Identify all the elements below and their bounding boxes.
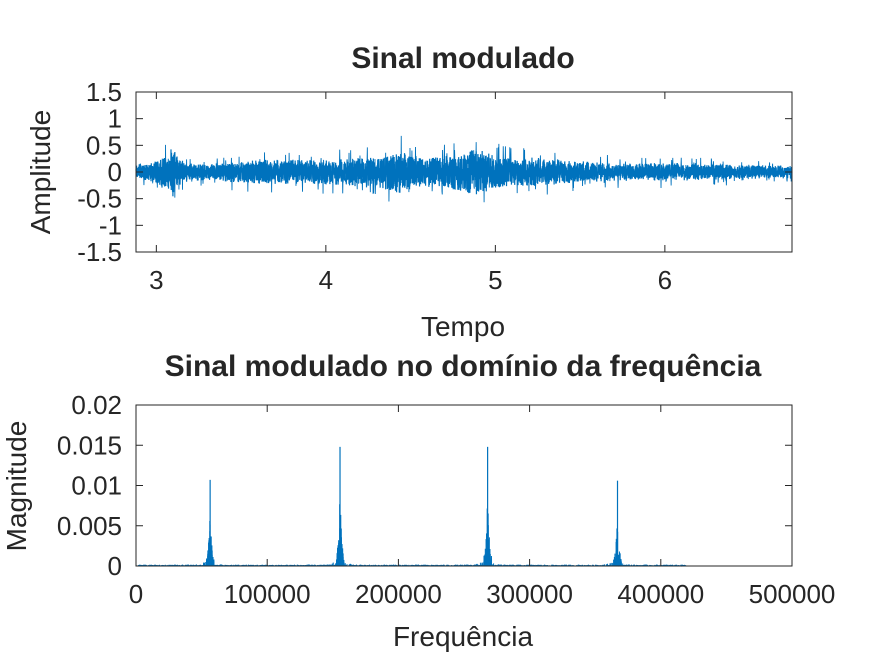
x-axis-ticks: 3 4 5 6 [149,92,672,295]
y-tick-label: 0.5 [86,130,122,160]
time-domain-chart: Sinal modulado 1.510.50-0.5-1-1.5 3 4 5 6 T… [25,42,793,342]
y-tick-label: 0.01 [71,471,122,501]
x-tick-label: 300000 [486,579,573,609]
chart-title: Sinal modulado [351,42,574,75]
y-tick-label: -1.5 [77,237,122,267]
spectrum-plot [135,446,792,567]
plot-frame [135,404,793,567]
y-tick-label: -1 [99,210,122,240]
y-tick-label: 0.015 [57,430,122,460]
frequency-domain-chart: Sinal modulado no domínio da frequência … [1,350,835,652]
x-axis-ticks: 0 100000 200000 300000 400000 500000 [129,405,836,609]
y-tick-label: 0.005 [57,511,122,541]
y-tick-label: 0.02 [71,390,122,420]
y-axis-label: Magnitude [1,421,32,552]
time-signal-plot [135,135,793,203]
y-tick-label: 0 [108,551,122,581]
y-axis-ticks: 0.02 0.015 0.01 0.005 0 [57,390,792,581]
x-tick-label: 3 [149,265,163,295]
x-axis-label: Tempo [421,311,505,342]
x-tick-label: 0 [129,579,143,609]
x-tick-label: 400000 [617,579,704,609]
y-axis-label: Amplitude [25,110,56,235]
x-tick-label: 100000 [224,579,311,609]
x-tick-label: 500000 [749,579,836,609]
spectrum-peak [325,446,355,566]
y-tick-label: 1.5 [86,77,122,107]
x-axis-label: Frequência [393,621,534,652]
x-tick-label: 4 [319,265,333,295]
y-tick-label: 1 [108,104,122,134]
x-tick-label: 5 [488,265,502,295]
spectrum-peak [195,479,223,566]
spectrum-peak [603,480,630,566]
y-tick-label: 0 [108,157,122,187]
y-axis-ticks: 1.510.50-0.5-1-1.5 [77,77,792,267]
x-tick-label: 6 [658,265,672,295]
chart-title: Sinal modulado no domínio da frequência [165,350,762,383]
spectrum-peak [474,446,501,566]
y-tick-label: -0.5 [77,184,122,214]
signal-series-core [135,149,793,197]
x-tick-label: 200000 [355,579,442,609]
